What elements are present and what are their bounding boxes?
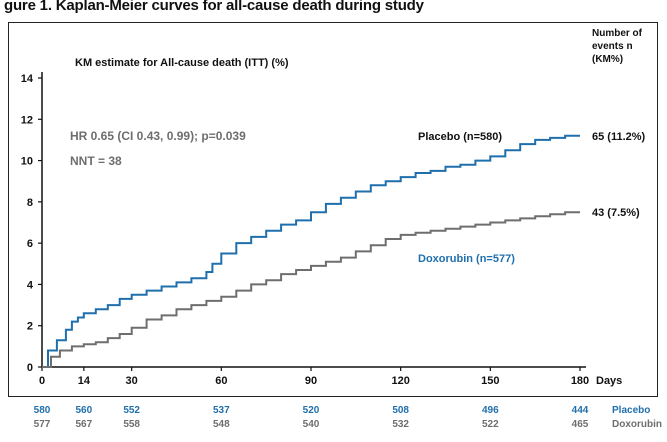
x-tick-label: 90 bbox=[305, 375, 317, 387]
y-tick-label: 14 bbox=[21, 73, 34, 85]
x-tick-label: 14 bbox=[78, 375, 91, 387]
at-risk-value: 548 bbox=[213, 419, 230, 430]
at-risk-value: 465 bbox=[572, 419, 589, 430]
end-label-doxorubin: 43 (7.5%) bbox=[592, 207, 640, 219]
at-risk-value: 577 bbox=[34, 419, 51, 430]
series-line-placebo bbox=[42, 134, 580, 368]
y-tick-label: 4 bbox=[27, 279, 34, 291]
x-axis-label: Days bbox=[596, 375, 622, 387]
hazard-ratio-annotation: HR 0.65 (CI 0.43, 0.99); p=0.039 bbox=[70, 129, 246, 143]
events-header-label: Number of bbox=[592, 28, 643, 39]
y-tick-label: 8 bbox=[27, 197, 33, 209]
at-risk-value: 580 bbox=[34, 405, 51, 416]
x-tick-label: 60 bbox=[215, 375, 227, 387]
y-tick-label: 2 bbox=[27, 321, 33, 333]
x-tick-label: 0 bbox=[39, 375, 45, 387]
y-tick-label: 0 bbox=[27, 362, 33, 374]
at-risk-value: 560 bbox=[76, 405, 93, 416]
series-line-doxorubin bbox=[42, 211, 580, 368]
at-risk-value: 522 bbox=[482, 419, 499, 430]
at-risk-row-label: Doxorubin bbox=[612, 419, 662, 430]
x-tick-label: 150 bbox=[481, 375, 499, 387]
figure-caption: gure 1. Kaplan-Meier curves for all-caus… bbox=[4, 0, 424, 14]
x-tick-label: 30 bbox=[126, 375, 138, 387]
y-tick-label: 6 bbox=[27, 238, 33, 250]
events-header-label: (KM%) bbox=[592, 54, 623, 65]
nnt-annotation: NNT = 38 bbox=[70, 154, 122, 168]
at-risk-value: 508 bbox=[392, 405, 409, 416]
y-tick-label: 10 bbox=[21, 156, 33, 168]
chart-panel bbox=[8, 22, 658, 397]
at-risk-value: 496 bbox=[482, 405, 499, 416]
at-risk-value: 444 bbox=[572, 405, 589, 416]
at-risk-value: 540 bbox=[303, 419, 320, 430]
chart-title: KM estimate for All-cause death (ITT) (%… bbox=[75, 57, 289, 69]
x-tick-label: 180 bbox=[571, 375, 589, 387]
at-risk-value: 520 bbox=[303, 405, 320, 416]
x-tick-label: 120 bbox=[391, 375, 409, 387]
at-risk-value: 558 bbox=[123, 419, 140, 430]
at-risk-value: 567 bbox=[76, 419, 93, 430]
at-risk-value: 532 bbox=[392, 419, 409, 430]
at-risk-row-label: Placebo bbox=[612, 405, 650, 416]
series-label-doxorubin: Doxorubin (n=577) bbox=[418, 253, 515, 265]
y-tick-label: 12 bbox=[21, 114, 33, 126]
at-risk-value: 552 bbox=[123, 405, 140, 416]
series-label-placebo: Placebo (n=580) bbox=[418, 131, 502, 143]
end-label-placebo: 65 (11.2%) bbox=[592, 131, 646, 143]
at-risk-value: 537 bbox=[213, 405, 230, 416]
events-header-label: events n bbox=[592, 41, 633, 52]
